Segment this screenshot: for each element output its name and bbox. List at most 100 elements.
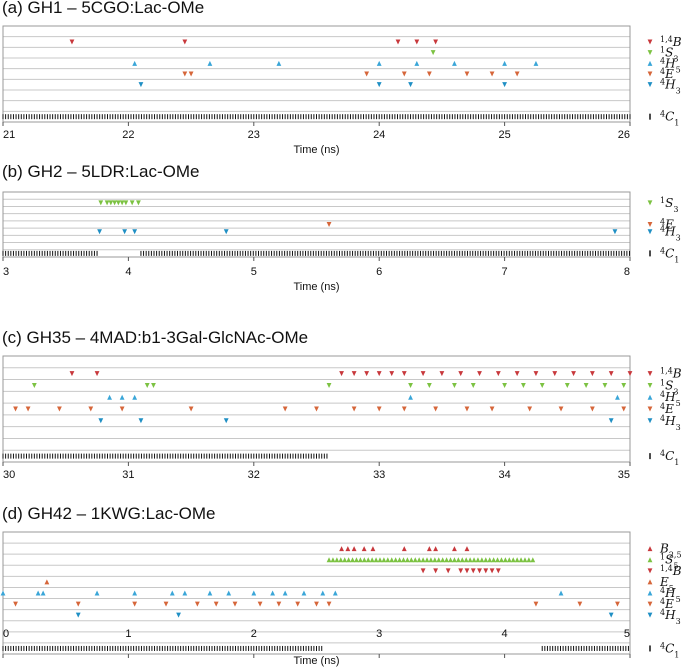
marker-1,4B-5 bbox=[470, 568, 476, 574]
marker-1,4B-4 bbox=[364, 371, 370, 377]
marker-4E-7 bbox=[314, 406, 319, 412]
legend-item-B2,5: B2,5 bbox=[647, 542, 682, 560]
marker-B2,5-6 bbox=[426, 546, 432, 552]
marker-legend-0 bbox=[647, 546, 653, 552]
marker-1S3-2 bbox=[108, 200, 114, 206]
legend-item-4C1: 4C1 bbox=[649, 641, 679, 659]
marker-4H5-13 bbox=[320, 590, 326, 596]
marker-4E-6 bbox=[282, 406, 288, 412]
marker-1S5-40 bbox=[483, 557, 489, 563]
x-tick-label: 24 bbox=[373, 129, 385, 141]
marker-B2,5-4 bbox=[370, 546, 376, 552]
x-tick-label: 23 bbox=[248, 129, 260, 141]
marker-1,4B-9 bbox=[495, 568, 501, 574]
marker-4E-14 bbox=[615, 601, 620, 607]
marker-1,4B-11 bbox=[477, 371, 482, 377]
marker-1,4B-5 bbox=[376, 371, 382, 377]
marker-legend-3 bbox=[647, 71, 653, 77]
marker-B2,5-5 bbox=[401, 546, 407, 552]
marker-4E-2 bbox=[57, 406, 62, 412]
marker-1,4B-0 bbox=[69, 39, 75, 45]
marker-4H3-3 bbox=[608, 418, 614, 424]
legend-item-4H5: 4H5 bbox=[647, 56, 681, 74]
legend-item-4E: 4E bbox=[647, 217, 674, 232]
marker-1,4B-7 bbox=[401, 371, 407, 377]
marker-legend-2 bbox=[647, 394, 653, 400]
marker-1S5-48 bbox=[514, 557, 520, 563]
marker-1S5-43 bbox=[495, 557, 500, 563]
marker-1,4B-18 bbox=[608, 371, 614, 377]
marker-4H3-1 bbox=[376, 82, 382, 88]
marker-1S5-16 bbox=[389, 557, 395, 563]
marker-1S3-8 bbox=[502, 382, 507, 388]
legend-item-4H5: 4H5 bbox=[647, 586, 681, 604]
marker-B2,5-3 bbox=[361, 546, 367, 552]
marker-1S5-36 bbox=[467, 557, 473, 563]
x-tick-label: 4 bbox=[125, 266, 131, 278]
legend-item-4C1: 4C1 bbox=[649, 109, 679, 127]
marker-4H3-2 bbox=[132, 229, 138, 235]
marker-legend-1 bbox=[647, 50, 653, 56]
legend-item-E5: E5 bbox=[647, 575, 674, 592]
x-tick-label: 1 bbox=[125, 628, 131, 640]
plot-frame bbox=[2, 191, 631, 258]
marker-1,4B-17 bbox=[589, 371, 595, 377]
marker-4H3-0 bbox=[97, 229, 102, 235]
marker-4H5-3 bbox=[94, 590, 100, 596]
x-tick-label: 0 bbox=[3, 628, 9, 640]
marker-4E-5 bbox=[188, 406, 194, 412]
legend-label: 1,4B bbox=[660, 366, 682, 381]
marker-4E-10 bbox=[314, 601, 319, 607]
legend-label: 4H5 bbox=[660, 586, 681, 604]
marker-4E-3 bbox=[163, 601, 169, 607]
marker-1,4B-12 bbox=[495, 371, 501, 377]
marker-1S5-23 bbox=[416, 557, 422, 563]
legend-item-4E: 4E bbox=[647, 402, 674, 416]
marker-1S5-7 bbox=[354, 557, 359, 563]
panel-title: (d) GH42 – 1KWG:Lac-OMe bbox=[2, 504, 216, 523]
marker-legend-0 bbox=[647, 39, 653, 45]
marker-1S5-18 bbox=[397, 557, 402, 563]
marker-legend-1 bbox=[647, 557, 653, 563]
x-tick-label: 5 bbox=[624, 628, 630, 640]
marker-4H5-2 bbox=[276, 60, 282, 66]
marker-legend-4 bbox=[647, 590, 653, 596]
marker-1S3-7 bbox=[129, 200, 135, 206]
marker-1,4B-13 bbox=[514, 371, 520, 377]
legend-label: B2,5 bbox=[659, 542, 682, 560]
marker-1S5-20 bbox=[405, 557, 410, 563]
panel-title: (b) GH2 – 5LDR:Lac-OMe bbox=[2, 162, 199, 181]
marker-E5-0 bbox=[44, 579, 50, 585]
marker-4E-15 bbox=[558, 406, 564, 412]
legend-item-4H3: 4H3 bbox=[647, 608, 681, 626]
marker-4E-11 bbox=[326, 601, 332, 607]
legend-label: 4H5 bbox=[660, 390, 681, 408]
marker-4E-11 bbox=[433, 406, 439, 412]
marker-4H5-4 bbox=[615, 394, 620, 400]
marker-1S3-0 bbox=[31, 382, 37, 388]
plot-frame bbox=[2, 355, 631, 463]
marker-4E-17 bbox=[621, 406, 627, 412]
x-tick-label: 2 bbox=[251, 628, 257, 640]
x-tick-label: 3 bbox=[376, 628, 382, 640]
marker-1S5-6 bbox=[350, 557, 355, 563]
marker-4H3-3 bbox=[502, 82, 507, 88]
marker-1S3-0 bbox=[430, 50, 436, 56]
marker-1,4B-0 bbox=[420, 568, 426, 574]
marker-1S5-51 bbox=[526, 557, 532, 563]
marker-4H5-0 bbox=[107, 394, 112, 400]
legend-item-4E: 4E bbox=[647, 597, 674, 611]
marker-1S5-25 bbox=[424, 557, 430, 563]
x-tick-label: 8 bbox=[624, 266, 630, 278]
panel-1: (b) GH2 – 5LDR:Lac-OMe 3 4 5 6 7 8 Time (ns) 1S3… bbox=[2, 162, 681, 293]
legend-item-4H3: 4H3 bbox=[647, 413, 681, 431]
marker-1,4B-3 bbox=[351, 371, 357, 377]
marker-1S5-52 bbox=[530, 557, 536, 563]
marker-4H3-0 bbox=[138, 82, 144, 88]
legend-item-1S5: 1S5 bbox=[647, 552, 678, 570]
marker-4E-2 bbox=[364, 71, 370, 77]
legend-label: 4C1 bbox=[660, 449, 679, 467]
marker-1S5-39 bbox=[479, 557, 485, 563]
marker-1S3-14 bbox=[621, 382, 627, 388]
